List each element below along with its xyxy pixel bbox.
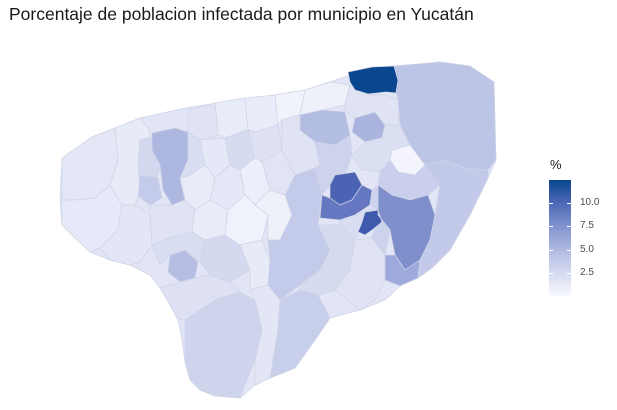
municipality-region[interactable] bbox=[187, 102, 219, 141]
municipality-region[interactable] bbox=[137, 174, 163, 206]
legend-label: 7.5 bbox=[580, 220, 594, 231]
municipality-region[interactable] bbox=[159, 274, 241, 321]
legend-color-bar bbox=[549, 180, 571, 296]
municipality-region[interactable] bbox=[369, 184, 391, 256]
legend-label: 2.5 bbox=[580, 267, 594, 278]
legend-title: % bbox=[550, 157, 562, 172]
municipality-region[interactable] bbox=[347, 65, 399, 95]
legend-tick-mark bbox=[567, 226, 571, 227]
municipality-region[interactable] bbox=[99, 204, 153, 266]
legend-tick-mark bbox=[567, 203, 571, 204]
legend-label: 5.0 bbox=[580, 244, 594, 255]
legend-tick-mark bbox=[549, 250, 553, 251]
map-title: Porcentaje de poblacion infectada por mu… bbox=[9, 4, 474, 24]
municipality-region[interactable] bbox=[199, 234, 251, 283]
municipality-region[interactable] bbox=[339, 204, 379, 241]
legend-tick-mark bbox=[567, 273, 571, 274]
municipality-region[interactable] bbox=[417, 159, 489, 279]
legend-label: 10.0 bbox=[580, 197, 600, 208]
legend-tick-mark bbox=[549, 273, 553, 274]
municipality-region[interactable] bbox=[351, 124, 411, 173]
legend-tick-mark bbox=[549, 226, 553, 227]
legend-tick-mark bbox=[567, 250, 571, 251]
legend-tick-mark bbox=[549, 203, 553, 204]
